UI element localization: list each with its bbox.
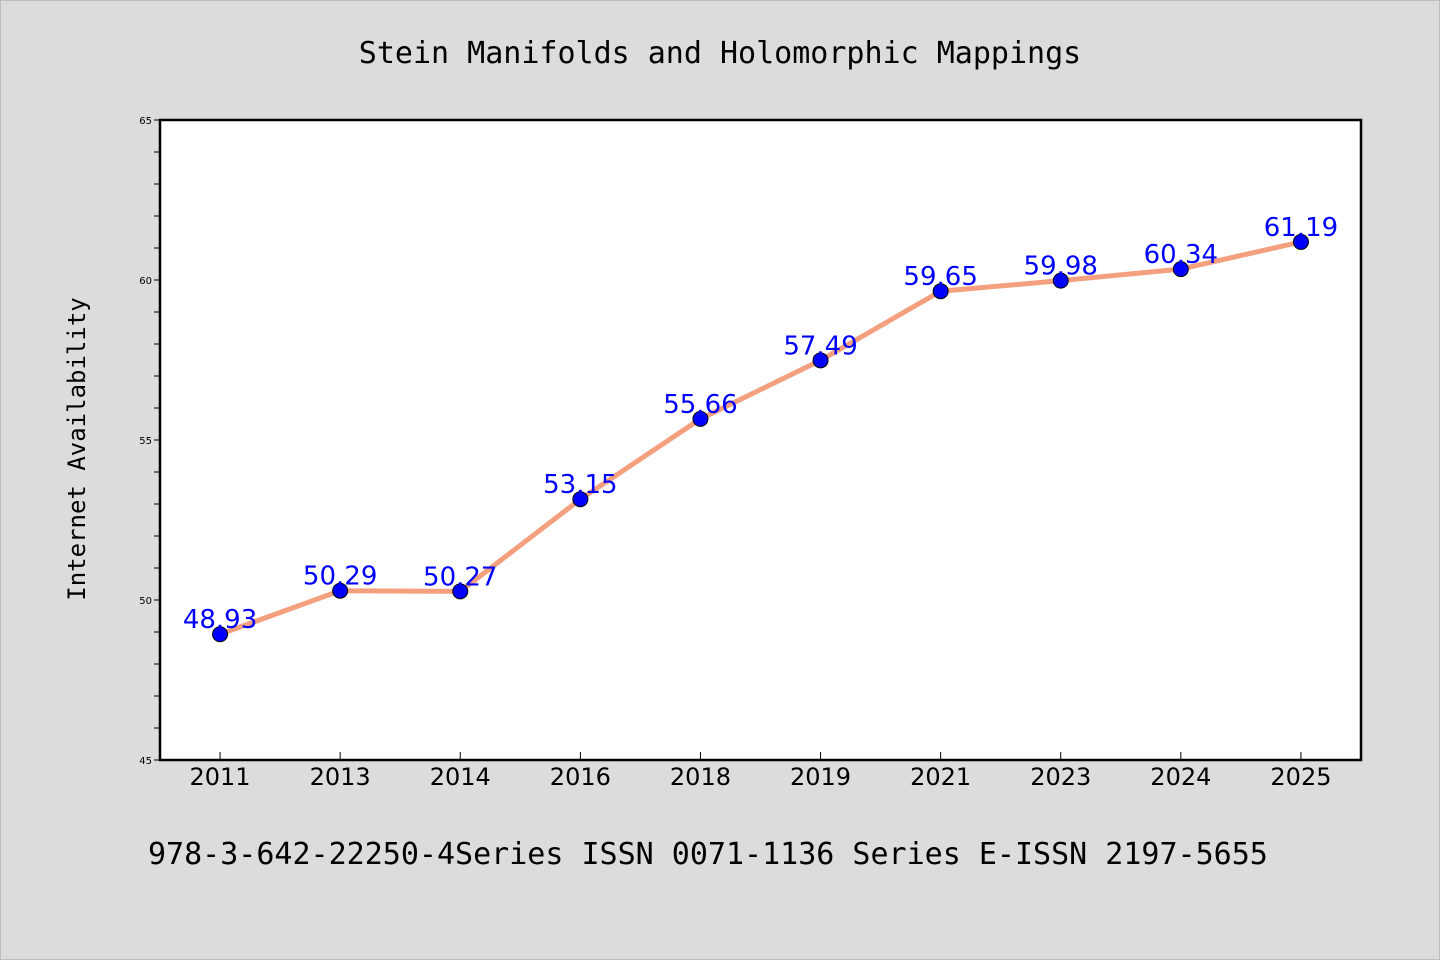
data-label: 57.49 <box>783 331 857 361</box>
y-tick-label: 65 <box>139 116 152 127</box>
data-label: 59.98 <box>1024 252 1098 282</box>
y-axis-label: Internet Availability <box>63 297 91 600</box>
y-tick-label: 55 <box>139 436 152 447</box>
y-tick-label: 45 <box>139 756 152 767</box>
x-tick-label: 2021 <box>910 763 971 791</box>
footer-text: 978-3-642-22250-4Series ISSN 0071-1136 S… <box>148 837 1268 872</box>
data-point <box>572 491 589 508</box>
x-tick-label: 2023 <box>1030 763 1091 791</box>
x-tick-label: 2018 <box>670 763 731 791</box>
series-group <box>212 233 1309 643</box>
data-label: 55.66 <box>663 390 737 420</box>
x-tick-label: 2025 <box>1270 763 1331 791</box>
data-point <box>332 582 349 599</box>
data-point <box>1172 261 1189 278</box>
chart-title: Stein Manifolds and Holomorphic Mappings <box>359 36 1081 71</box>
data-label: 50.27 <box>423 562 497 592</box>
data-label: 60.34 <box>1144 240 1218 270</box>
x-tick-label: 2019 <box>790 763 851 791</box>
x-axis: 2011 2013 2014 2016 2018 2019 2021 2023 2024 2025 <box>190 752 1331 791</box>
data-label: 61.19 <box>1264 213 1338 243</box>
y-tick-label: 50 <box>139 596 152 607</box>
data-point <box>692 410 709 427</box>
y-axis: 45 50 55 60 65 <box>139 116 160 767</box>
data-point <box>932 283 949 300</box>
data-label: 53.15 <box>543 470 617 500</box>
data-point <box>1052 272 1069 289</box>
y-tick-label: 60 <box>139 276 152 287</box>
data-label: 59.65 <box>903 262 977 292</box>
data-point <box>452 583 469 600</box>
x-tick-label: 2016 <box>550 763 611 791</box>
x-tick-label: 2011 <box>190 763 251 791</box>
x-tick-label: 2014 <box>430 763 491 791</box>
x-tick-label: 2013 <box>310 763 371 791</box>
data-point <box>212 626 229 643</box>
data-label: 50.29 <box>303 562 377 592</box>
plot-area <box>158 118 1363 762</box>
series-line <box>217 239 1304 637</box>
data-labels: 48.93 50.29 50.27 53.15 55.66 57.49 59.65 59.98… <box>183 213 1338 635</box>
data-point <box>1292 233 1309 250</box>
data-point <box>812 352 829 369</box>
data-label: 48.93 <box>183 605 257 635</box>
x-tick-label: 2024 <box>1150 763 1211 791</box>
